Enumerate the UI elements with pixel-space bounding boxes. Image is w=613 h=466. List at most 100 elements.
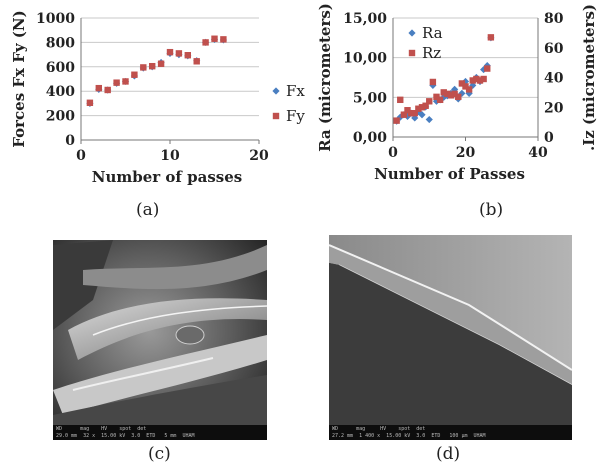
sem-c-databar: WD mag HV spot det 29.0 mm 32 x 15.00 kV… (53, 425, 267, 440)
data-point-rz (462, 83, 469, 90)
data-point-fy (104, 86, 111, 94)
data-point-rz (397, 96, 404, 104)
data-point-fy (157, 60, 165, 67)
data-point-rz (411, 110, 418, 117)
x-tick-label: 20 (249, 148, 269, 164)
data-point-rz (429, 78, 437, 86)
legend-marker-ra (408, 29, 416, 37)
sem-image-d: WD mag HV spot det 27.2 mm 1 400 x 15.00… (329, 235, 572, 440)
data-point-fy (211, 35, 218, 42)
y-right-tick-label: 80 (544, 11, 564, 27)
data-point-rz (426, 98, 433, 105)
data-point-fy (131, 71, 138, 78)
data-point-fy (122, 78, 129, 85)
data-point-fy (140, 64, 147, 71)
data-point-rz (415, 105, 422, 112)
y-right-tick-label: 40 (544, 71, 564, 87)
y-tick-label: 800 (46, 35, 75, 51)
legend-label-fx: Fx (286, 82, 305, 100)
data-point-rz (440, 89, 447, 96)
data-point-ra (465, 89, 473, 97)
sem-d-header: WD mag HV spot det (332, 426, 426, 432)
panel-label-b: (b) (479, 200, 504, 220)
legend-label-fy: Fy (286, 107, 305, 125)
y-right-axis-label: .Iz (micrometers) (580, 4, 598, 151)
data-point-rz (393, 117, 400, 124)
y-tick-label: 1000 (36, 11, 75, 27)
data-point-ra (458, 89, 466, 97)
data-point-rz (458, 80, 466, 87)
legend-marker-fy (272, 112, 280, 120)
y-tick-label: 0 (65, 133, 75, 149)
data-point-fy (113, 79, 120, 86)
y-right-tick-label: 0 (544, 130, 554, 146)
data-point-fy (220, 36, 227, 43)
sem-c-lab: UHAM (182, 433, 195, 439)
data-point-rz (451, 90, 458, 98)
data-point-ra (418, 111, 426, 119)
sem-c-scale: 5 mm (164, 433, 177, 439)
data-point-fy (175, 50, 183, 57)
data-point-rz (487, 34, 495, 41)
data-point-ra (469, 81, 477, 90)
data-point-rz (480, 75, 487, 83)
data-point-rz (484, 65, 491, 72)
forces-chart: 0 200 400 600 800 1000 0 10 20 Number of passes Fo… (10, 10, 305, 186)
y-tick-label: 400 (46, 84, 75, 100)
sem-d-picture (329, 235, 572, 440)
data-point-rz (400, 111, 408, 118)
x-tick-label: 20 (456, 145, 476, 161)
x-axis-label: Number of Passes (374, 165, 525, 183)
panel-label-c: (c) (148, 444, 171, 464)
data-point-rz (436, 96, 444, 104)
data-point-rz (433, 93, 440, 101)
data-point-rz (407, 110, 415, 117)
data-point-fy (95, 84, 102, 92)
sem-c-header: WD mag HV spot det (56, 426, 147, 432)
data-point-fy (86, 99, 94, 106)
data-point-fy (184, 52, 191, 59)
x-axis-label: Number of passes (92, 168, 242, 186)
data-point-rz (418, 104, 426, 111)
y-axis-label: Forces Fx Fy (N) (10, 10, 28, 147)
data-point-rz (465, 86, 473, 93)
panel-label-d: (d) (436, 444, 461, 464)
data-point-ra (425, 115, 433, 124)
y-tick-label: 15,00 (343, 11, 387, 27)
data-point-fy (149, 62, 156, 70)
sem-image-c: WD mag HV spot det 29.0 mm 32 x 15.00 kV… (53, 240, 267, 440)
sem-d-databar: WD mag HV spot det 27.2 mm 1 400 x 15.00… (329, 425, 572, 440)
sem-d-scale: 100 µm (449, 433, 468, 439)
data-point-rz (473, 75, 480, 83)
sem-c-picture (53, 240, 267, 440)
data-point-rz (447, 92, 455, 99)
x-tick-label: 0 (388, 145, 398, 161)
y-tick-label: 0,00 (353, 130, 387, 146)
data-point-ra (403, 112, 412, 120)
panel-label-a: (a) (136, 200, 160, 220)
data-point-rz (444, 90, 451, 98)
data-point-fy (193, 58, 200, 65)
data-point-rz (469, 77, 476, 84)
data-point-rz (476, 77, 484, 84)
data-point-ra (480, 65, 488, 74)
x-tick-label: 40 (528, 145, 548, 161)
sem-c-values: 29.0 mm 32 x 15.00 kV 3.0 ETD (56, 433, 156, 439)
x-tick-label: 10 (160, 148, 180, 164)
sem-d-values: 27.2 mm 1 400 x 15.00 kV 3.0 ETD (332, 433, 441, 439)
y-axis-label: Ra (micrometers) (316, 3, 334, 152)
y-right-tick-label: 20 (544, 100, 564, 116)
legend-marker-fx (272, 87, 280, 95)
y-tick-label: 200 (46, 109, 75, 125)
y-tick-label: 600 (46, 60, 75, 76)
data-point-fy (202, 39, 209, 46)
legend-marker-rz (408, 49, 416, 57)
x-tick-label: 0 (76, 148, 86, 164)
sem-d-lab: UHAM (473, 433, 486, 439)
data-point-fy (166, 48, 174, 56)
data-point-rz (422, 102, 429, 109)
y-right-tick-label: 60 (544, 41, 564, 57)
y-tick-label: 5,00 (353, 90, 387, 106)
legend-label-rz: Rz (422, 44, 441, 62)
